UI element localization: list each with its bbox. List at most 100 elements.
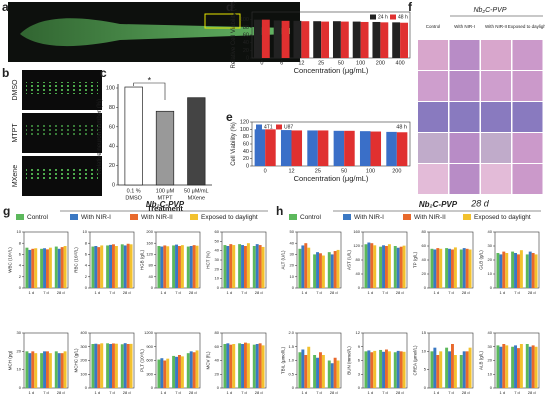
- y-tick-label: 0: [424, 385, 427, 390]
- legend-label: With NIR-I: [354, 214, 384, 221]
- bar: [436, 355, 440, 388]
- bar: [364, 244, 368, 288]
- y-axis-label: GLB (g/L): [479, 250, 484, 270]
- annotation: *: [148, 75, 152, 85]
- column-label: Control: [426, 24, 441, 29]
- bar: [321, 21, 330, 58]
- bar: [129, 244, 133, 288]
- bar: [109, 244, 112, 288]
- bar: [367, 350, 371, 388]
- bar: [330, 254, 334, 288]
- y-tick-label: 40: [290, 240, 295, 245]
- y-tick-label: 0: [358, 385, 361, 390]
- bar: [94, 343, 98, 388]
- panel-label: b: [2, 66, 9, 80]
- histology-tile: [481, 40, 511, 70]
- bar: [244, 342, 247, 388]
- bar: [258, 343, 262, 388]
- y-axis-label: HGB (g/L): [140, 249, 145, 270]
- bar: [448, 351, 451, 388]
- bar: [379, 246, 383, 288]
- y-tick-label: 400: [80, 330, 87, 335]
- y-axis-label: Relative neuron number (%): [97, 99, 103, 174]
- bar: [400, 22, 409, 58]
- bar: [465, 248, 469, 288]
- x-tick-label: 28 d: [189, 390, 197, 395]
- legend-label: Control: [300, 214, 322, 221]
- x-tick-label: 28 d: [255, 290, 263, 295]
- bar: [46, 351, 49, 388]
- bar: [229, 244, 233, 288]
- bar: [238, 343, 242, 388]
- panel-b-images: [22, 70, 102, 196]
- x-tick-label: 7 d: [175, 290, 181, 295]
- y-axis-label: CREA (μmol/L): [413, 345, 418, 376]
- bar: [525, 344, 529, 388]
- x-tick-label: 7 d: [514, 290, 520, 295]
- y-tick-label: 0: [292, 285, 295, 290]
- y-tick-label: 1200: [144, 330, 154, 335]
- y-tick-label: 20: [17, 348, 22, 353]
- bar: [223, 245, 227, 288]
- bar: [396, 350, 400, 388]
- x-tick-label: 7 d: [448, 290, 454, 295]
- bar: [126, 243, 130, 288]
- y-tick-label: 0: [424, 285, 427, 290]
- y-tick-label: 10: [290, 274, 295, 279]
- bar: [175, 356, 178, 388]
- bar: [519, 344, 523, 388]
- y-tick-label: 0: [19, 385, 22, 390]
- bar: [172, 245, 176, 288]
- legend-swatch: [463, 214, 471, 220]
- bar: [499, 346, 503, 388]
- bar: [223, 344, 227, 388]
- legend-label: 48 h: [398, 14, 408, 20]
- y-tick-label: 20: [422, 271, 427, 276]
- bar: [317, 130, 329, 166]
- bar: [34, 248, 38, 288]
- bar: [301, 349, 305, 388]
- x-tick-label: DMSO: [125, 195, 142, 201]
- bar: [534, 346, 538, 388]
- bar: [63, 246, 67, 288]
- legend-label: With NIR-II: [141, 214, 173, 221]
- bar: [505, 253, 509, 288]
- histology-tile: [481, 102, 511, 132]
- y-tick-label: 60: [109, 124, 115, 130]
- histology-tile: [418, 71, 448, 101]
- y-tick-label: 20: [290, 263, 295, 268]
- y-tick-label: 30: [215, 257, 220, 262]
- legend-swatch: [130, 214, 138, 220]
- x-tick-label: 1 d: [95, 390, 101, 395]
- legend-label: U87: [284, 124, 293, 130]
- y-tick-label: 900: [146, 344, 153, 349]
- bar: [496, 253, 500, 288]
- bar: [451, 249, 454, 288]
- y-tick-label: 30: [488, 243, 493, 248]
- bar: [496, 345, 500, 388]
- histology-tile: [418, 164, 448, 194]
- bar: [31, 351, 35, 388]
- bar: [106, 245, 110, 288]
- bar: [163, 245, 167, 288]
- image-label: MTPT: [12, 123, 19, 143]
- panel-label: f: [408, 0, 413, 14]
- bar: [172, 355, 176, 388]
- bar: [319, 253, 322, 288]
- bar: [372, 21, 381, 58]
- significance-bracket: [133, 82, 166, 100]
- bar: [126, 344, 130, 388]
- x-tick-label: 1 d: [500, 390, 506, 395]
- x-tick-label: 1 d: [302, 290, 308, 295]
- x-tick-label: 1 d: [161, 390, 167, 395]
- bar: [468, 347, 472, 388]
- bar: [246, 343, 250, 388]
- x-tick-label: 1 d: [227, 390, 233, 395]
- x-tick-label: 100: [366, 168, 375, 174]
- bar: [385, 246, 388, 288]
- y-tick-label: 0: [246, 55, 249, 61]
- x-tick-label: 1 d: [302, 390, 308, 395]
- y-tick-label: 40: [215, 248, 220, 253]
- x-tick-label: 50: [338, 60, 344, 66]
- x-tick-label: 28 d: [57, 290, 65, 295]
